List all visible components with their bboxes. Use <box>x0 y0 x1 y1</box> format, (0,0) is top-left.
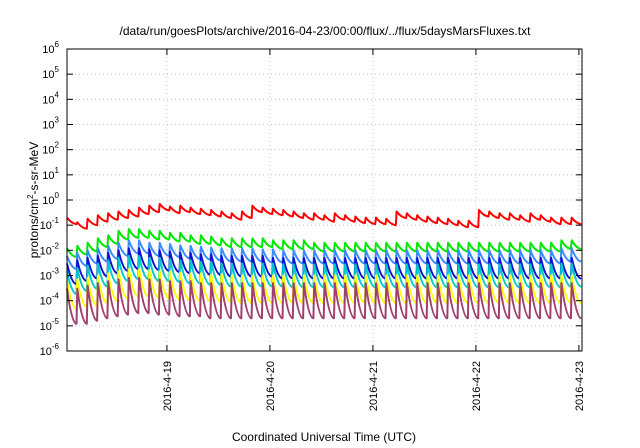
series-line <box>66 239 582 271</box>
x-tick-label: 2016-4-22 <box>471 361 483 411</box>
series-group <box>66 202 582 325</box>
y-tick-label-exp: -4 <box>52 292 60 301</box>
y-tick-label-base: 10 <box>42 120 54 132</box>
y-tick-label-base: 10 <box>40 271 52 283</box>
y-tick-label: 10-3 <box>40 267 60 283</box>
x-tick-label: 2016-4-21 <box>368 361 380 411</box>
x-tick-label: 2016-4-20 <box>265 361 277 411</box>
y-tick-label-base: 10 <box>40 346 52 358</box>
y-tick-label: 10-4 <box>40 292 60 308</box>
x-tick-label: 2016-4-23 <box>574 361 586 411</box>
y-tick-label: 102 <box>42 141 59 157</box>
y-tick-label: 106 <box>42 40 59 56</box>
y-axis: 10-610-510-410-310-210-11001011021031041… <box>40 40 582 358</box>
y-tick-label-base: 10 <box>42 195 54 207</box>
y-tick-label: 10-2 <box>40 241 60 257</box>
x-tick-label: 2016-4-19 <box>162 361 174 411</box>
series-line <box>66 276 582 325</box>
y-tick-label-base: 10 <box>40 245 52 257</box>
y-tick-label: 103 <box>42 116 59 132</box>
y-tick-label-base: 10 <box>40 220 52 232</box>
y-tick-label-exp: -1 <box>52 216 60 225</box>
y-tick-label-exp: 4 <box>55 90 60 99</box>
y-tick-label-exp: -3 <box>52 267 60 276</box>
y-axis-label-post: -s-sr-MeV <box>27 142 41 195</box>
y-tick-label: 10-1 <box>40 216 60 232</box>
y-tick-label-base: 10 <box>40 296 52 308</box>
y-axis-label-sup: 2 <box>26 194 35 199</box>
y-axis-label-pre: protons/cm <box>27 199 41 258</box>
y-tick-label-exp: 3 <box>55 116 60 125</box>
series-line <box>66 202 582 230</box>
y-tick-label-base: 10 <box>42 145 54 157</box>
y-tick-label-exp: -5 <box>52 317 60 326</box>
y-tick-label-exp: 0 <box>55 191 60 200</box>
y-axis-label: protons/cm2-s-sr-MeV <box>26 142 41 258</box>
y-tick-label-exp: 1 <box>55 166 60 175</box>
y-tick-label: 10-5 <box>40 317 60 333</box>
y-tick-label: 105 <box>42 65 59 81</box>
y-tick-label-exp: 5 <box>55 65 60 74</box>
y-tick-label-base: 10 <box>42 94 54 106</box>
y-tick-label-base: 10 <box>42 44 54 56</box>
y-tick-label: 101 <box>42 166 59 182</box>
x-axis-label: Coordinated Universal Time (UTC) <box>232 430 416 444</box>
y-tick-label-base: 10 <box>42 170 54 182</box>
y-tick-label: 100 <box>42 191 59 207</box>
y-tick-label-base: 10 <box>40 321 52 333</box>
y-tick-label-base: 10 <box>42 69 54 81</box>
y-tick-label: 10-6 <box>40 342 60 358</box>
y-tick-label-exp: 6 <box>55 40 60 49</box>
y-tick-label: 104 <box>42 90 59 106</box>
y-tick-label-exp: -6 <box>52 342 60 351</box>
y-tick-label-exp: -2 <box>52 241 60 250</box>
series-line <box>66 228 582 259</box>
y-tick-label-exp: 2 <box>55 141 60 150</box>
x-axis: 2016-4-19 2016-4-20 2016-4-21 2016-4-22 2016… <box>162 49 586 411</box>
chart-title: /data/run/goesPlots/archive/2016-04-23/0… <box>120 24 532 38</box>
